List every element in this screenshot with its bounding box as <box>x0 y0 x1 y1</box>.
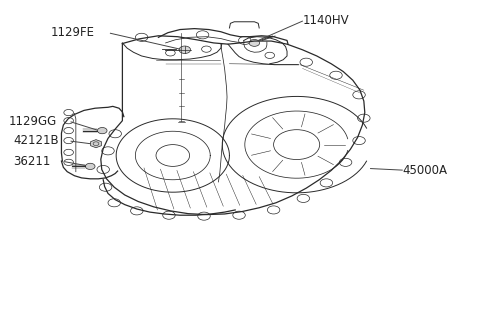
Text: 45000A: 45000A <box>402 164 447 177</box>
Circle shape <box>85 163 95 169</box>
Circle shape <box>179 46 191 53</box>
Polygon shape <box>91 140 101 148</box>
Text: 1129GG: 1129GG <box>9 115 57 128</box>
Text: 1140HV: 1140HV <box>302 14 349 27</box>
Text: 36211: 36211 <box>13 155 51 168</box>
Circle shape <box>97 128 107 134</box>
Circle shape <box>249 39 260 46</box>
Text: 42121B: 42121B <box>13 134 59 147</box>
Text: 1129FE: 1129FE <box>50 26 95 39</box>
